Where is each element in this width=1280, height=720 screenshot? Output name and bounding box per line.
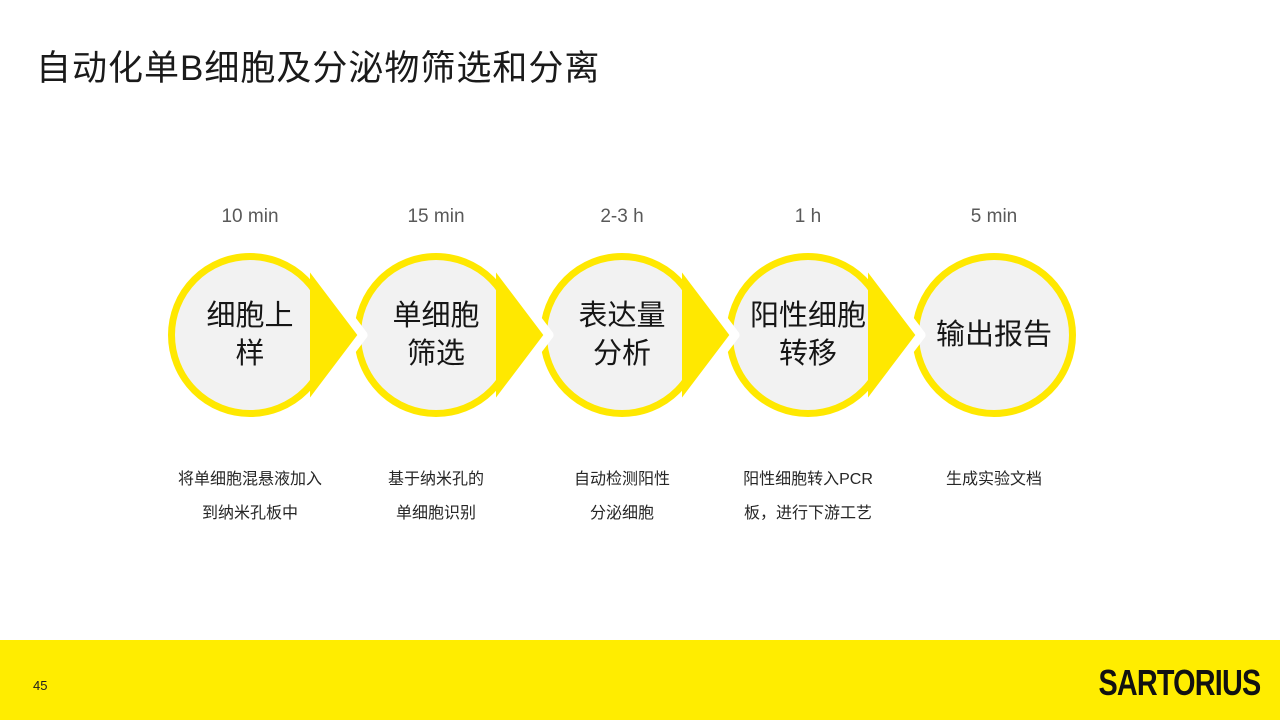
slide-title: 自动化单B细胞及分泌物筛选和分离 (36, 49, 601, 88)
step-label-line1: 细胞上 (206, 300, 294, 332)
step-description-line1: 基于纳米孔的 (387, 471, 484, 488)
step-description: 生成实验文档 (946, 463, 1042, 497)
step-time-label: 10 min (221, 206, 279, 227)
process-step: 15 min 单细胞 筛选 基于纳米孔的 单细胞识别 (343, 203, 554, 531)
process-step: 10 min 细胞上 样 将单细胞混悬液加入 到纳米孔板中 (157, 203, 368, 531)
step-description-line2: 分泌细胞 (589, 505, 654, 522)
step-description: 阳性细胞转入PCR 板，进行下游工艺 (743, 463, 873, 531)
step-description-line2: 到纳米孔板中 (201, 505, 298, 522)
process-step-circle: 输出报告 (912, 253, 1076, 417)
flow-arrow-icon (679, 262, 740, 408)
step-time-label: 5 min (970, 206, 1018, 227)
step-label-line1: 阳性细胞 (749, 300, 866, 332)
process-step-circle: 阳性细胞 转移 (726, 253, 890, 417)
step-label-line2: 转移 (778, 338, 837, 370)
footer-bar: 45 SARTORIUS (0, 640, 1280, 720)
step-label-line2: 样 (235, 338, 265, 370)
step-description-line1: 自动检测阳性 (573, 471, 670, 488)
page-number: 45 (33, 678, 48, 693)
step-description-line1: 阳性细胞转入PCR (743, 471, 873, 488)
sartorius-logo: SARTORIUS (1098, 662, 1261, 703)
step-label-line2: 分析 (592, 338, 651, 370)
process-step-circle: 细胞上 样 (168, 253, 332, 417)
process-step: 2-3 h 表达量 分析 自动检测阳性 分泌细胞 (529, 203, 740, 531)
step-time-label: 15 min (407, 206, 465, 227)
step-time-label: 1 h (794, 206, 822, 227)
step-description: 基于纳米孔的 单细胞识别 (388, 463, 484, 531)
step-description-line1: 生成实验文档 (945, 471, 1042, 488)
step-description-line1: 将单细胞混悬液加入 (177, 471, 322, 488)
process-step: 5 min 输出报告 生成实验文档 (901, 203, 1087, 531)
step-description: 自动检测阳性 分泌细胞 (574, 463, 670, 531)
step-label-line1: 单细胞 (392, 300, 480, 332)
step-description-line2: 单细胞识别 (395, 505, 476, 522)
step-description-line2: 板，进行下游工艺 (743, 505, 872, 522)
process-step: 1 h 阳性细胞 转移 阳性细胞转入PCR 板，进行下游工艺 (715, 203, 926, 531)
step-time-label: 2-3 h (600, 206, 644, 227)
step-label-line1: 输出报告 (935, 319, 1052, 351)
process-flow: 10 min 细胞上 样 将单细胞混悬液加入 到纳米孔板中 15 min 单细胞… (157, 203, 1087, 531)
flow-arrow-icon (307, 262, 368, 408)
step-label-line2: 筛选 (406, 338, 465, 370)
flow-arrow-icon (865, 262, 926, 408)
step-label-line1: 表达量 (578, 300, 666, 332)
flow-arrow-icon (493, 262, 554, 408)
step-description: 将单细胞混悬液加入 到纳米孔板中 (178, 463, 322, 531)
